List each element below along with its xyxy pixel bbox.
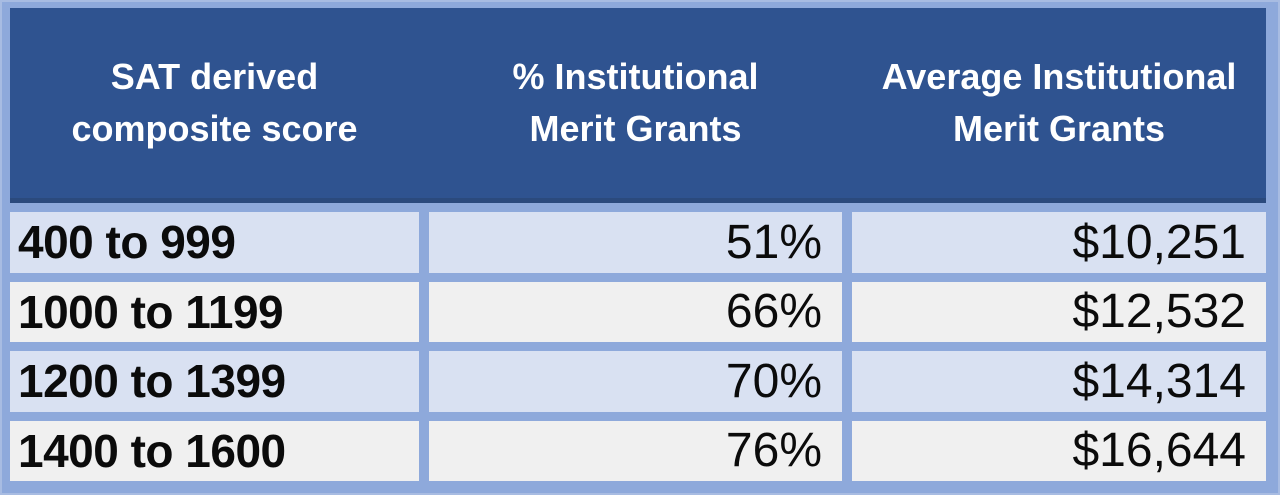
cell-score-range: 400 to 999: [10, 212, 419, 273]
cell-average-grant: $10,251: [852, 212, 1266, 273]
header-average-merit-grants: Average Institutional Merit Grants: [852, 8, 1266, 198]
header-line: Average Institutional: [881, 56, 1237, 98]
table-header-row: SAT derived composite score % Institutio…: [10, 8, 1266, 203]
header-sat-composite-score: SAT derived composite score: [10, 8, 419, 198]
cell-percent-grants: 66%: [429, 281, 842, 342]
header-line: Merit Grants: [529, 108, 742, 149]
cell-percent-grants: 76%: [429, 420, 842, 481]
cell-average-grant: $16,644: [852, 420, 1266, 481]
cell-average-grant: $14,314: [852, 351, 1266, 412]
cell-score-range: 1000 to 1199: [10, 281, 419, 342]
table-body: 400 to 999 51% $10,251 1000 to 1199 66% …: [10, 212, 1266, 481]
header-line: % Institutional: [512, 56, 759, 98]
cell-percent-grants: 51%: [429, 212, 842, 273]
cell-average-grant: $12,532: [852, 281, 1266, 342]
header-percent-merit-grants: % Institutional Merit Grants: [429, 8, 842, 198]
cell-score-range: 1400 to 1600: [10, 420, 419, 481]
header-line: SAT derived: [110, 56, 319, 98]
cell-percent-grants: 70%: [429, 351, 842, 412]
header-line: composite score: [71, 108, 358, 149]
header-line: Merit Grants: [952, 108, 1166, 149]
cell-score-range: 1200 to 1399: [10, 351, 419, 412]
